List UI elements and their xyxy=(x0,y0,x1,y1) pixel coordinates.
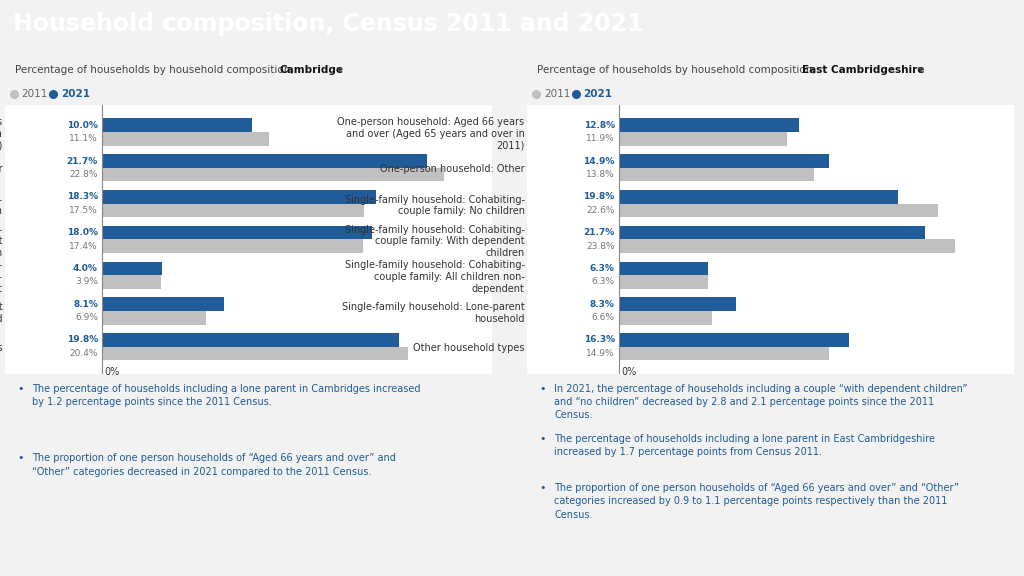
Text: 11.1%: 11.1% xyxy=(70,134,98,143)
Text: 2021: 2021 xyxy=(584,89,612,98)
Text: In 2021, the percentage of households including a couple “with dependent childre: In 2021, the percentage of households in… xyxy=(554,384,968,420)
Text: 10.0%: 10.0% xyxy=(67,121,98,130)
Text: 4.0%: 4.0% xyxy=(73,264,98,273)
Bar xyxy=(618,297,736,311)
Bar xyxy=(102,119,252,132)
Text: 17.5%: 17.5% xyxy=(70,206,98,215)
Text: 19.8%: 19.8% xyxy=(67,335,98,344)
Text: 18.3%: 18.3% xyxy=(67,192,98,201)
Bar xyxy=(102,275,161,289)
Text: 14.9%: 14.9% xyxy=(586,349,614,358)
Bar xyxy=(618,240,954,253)
Bar xyxy=(102,240,362,253)
Text: The proportion of one person households of “Aged 66 years and over” and
“Other” : The proportion of one person households … xyxy=(32,453,395,477)
Text: 2011: 2011 xyxy=(22,89,48,98)
Bar xyxy=(618,154,829,168)
Text: 6.3%: 6.3% xyxy=(592,278,614,286)
Text: •: • xyxy=(540,483,546,493)
Bar xyxy=(102,168,443,181)
Text: •: • xyxy=(540,434,546,444)
Text: East Cambridgeshire: East Cambridgeshire xyxy=(802,65,925,75)
Bar xyxy=(102,132,268,146)
Bar xyxy=(618,168,813,181)
Text: 2011: 2011 xyxy=(544,89,570,98)
Text: 11.9%: 11.9% xyxy=(586,134,614,143)
Text: 6.6%: 6.6% xyxy=(592,313,614,322)
Text: 17.4%: 17.4% xyxy=(70,242,98,251)
Text: 8.3%: 8.3% xyxy=(590,300,614,309)
Text: 21.7%: 21.7% xyxy=(67,157,98,165)
Text: 0%: 0% xyxy=(104,367,120,377)
Text: Cambridge: Cambridge xyxy=(280,65,344,75)
Bar xyxy=(618,333,849,347)
Bar xyxy=(102,190,376,203)
Bar xyxy=(618,347,829,361)
Bar xyxy=(618,262,708,275)
Bar xyxy=(102,154,427,168)
Text: 20.4%: 20.4% xyxy=(70,349,98,358)
Bar xyxy=(618,119,800,132)
Text: 12.8%: 12.8% xyxy=(584,121,614,130)
Text: 0%: 0% xyxy=(622,367,636,377)
Bar xyxy=(102,262,162,275)
Text: 22.8%: 22.8% xyxy=(70,170,98,179)
Text: 8.1%: 8.1% xyxy=(73,300,98,309)
Bar xyxy=(618,275,708,289)
Text: 18.0%: 18.0% xyxy=(67,228,98,237)
Bar xyxy=(618,226,925,240)
Text: 22.6%: 22.6% xyxy=(587,206,614,215)
Text: ▾: ▾ xyxy=(337,65,343,75)
Text: Household composition, Census 2011 and 2021: Household composition, Census 2011 and 2… xyxy=(13,12,644,36)
Bar xyxy=(102,347,408,361)
Text: The proportion of one person households of “Aged 66 years and over” and “Other”
: The proportion of one person households … xyxy=(554,483,959,520)
Bar xyxy=(102,203,365,217)
Text: 23.8%: 23.8% xyxy=(586,242,614,251)
Text: 2021: 2021 xyxy=(61,89,90,98)
Bar xyxy=(102,297,223,311)
Text: 3.9%: 3.9% xyxy=(75,278,98,286)
Text: 14.9%: 14.9% xyxy=(584,157,614,165)
Text: Percentage of households by household composition,: Percentage of households by household co… xyxy=(537,65,816,75)
Text: 13.8%: 13.8% xyxy=(586,170,614,179)
Bar xyxy=(618,190,898,203)
Text: 16.3%: 16.3% xyxy=(584,335,614,344)
Text: •: • xyxy=(540,384,546,394)
Bar xyxy=(102,311,206,324)
Text: •: • xyxy=(17,384,24,394)
Bar xyxy=(102,333,398,347)
Bar xyxy=(618,203,938,217)
Text: •: • xyxy=(17,453,24,464)
Text: 19.8%: 19.8% xyxy=(584,192,614,201)
Text: 6.9%: 6.9% xyxy=(75,313,98,322)
Text: 6.3%: 6.3% xyxy=(590,264,614,273)
Text: The percentage of households including a lone parent in East Cambridgeshire
incr: The percentage of households including a… xyxy=(554,434,935,457)
Bar xyxy=(618,132,786,146)
Text: ▾: ▾ xyxy=(918,65,924,75)
Text: 21.7%: 21.7% xyxy=(584,228,614,237)
Text: Percentage of households by household composition,: Percentage of households by household co… xyxy=(14,65,294,75)
Text: The percentage of households including a lone parent in Cambridges increased
by : The percentage of households including a… xyxy=(32,384,421,407)
Bar xyxy=(102,226,372,240)
Bar xyxy=(618,311,712,324)
